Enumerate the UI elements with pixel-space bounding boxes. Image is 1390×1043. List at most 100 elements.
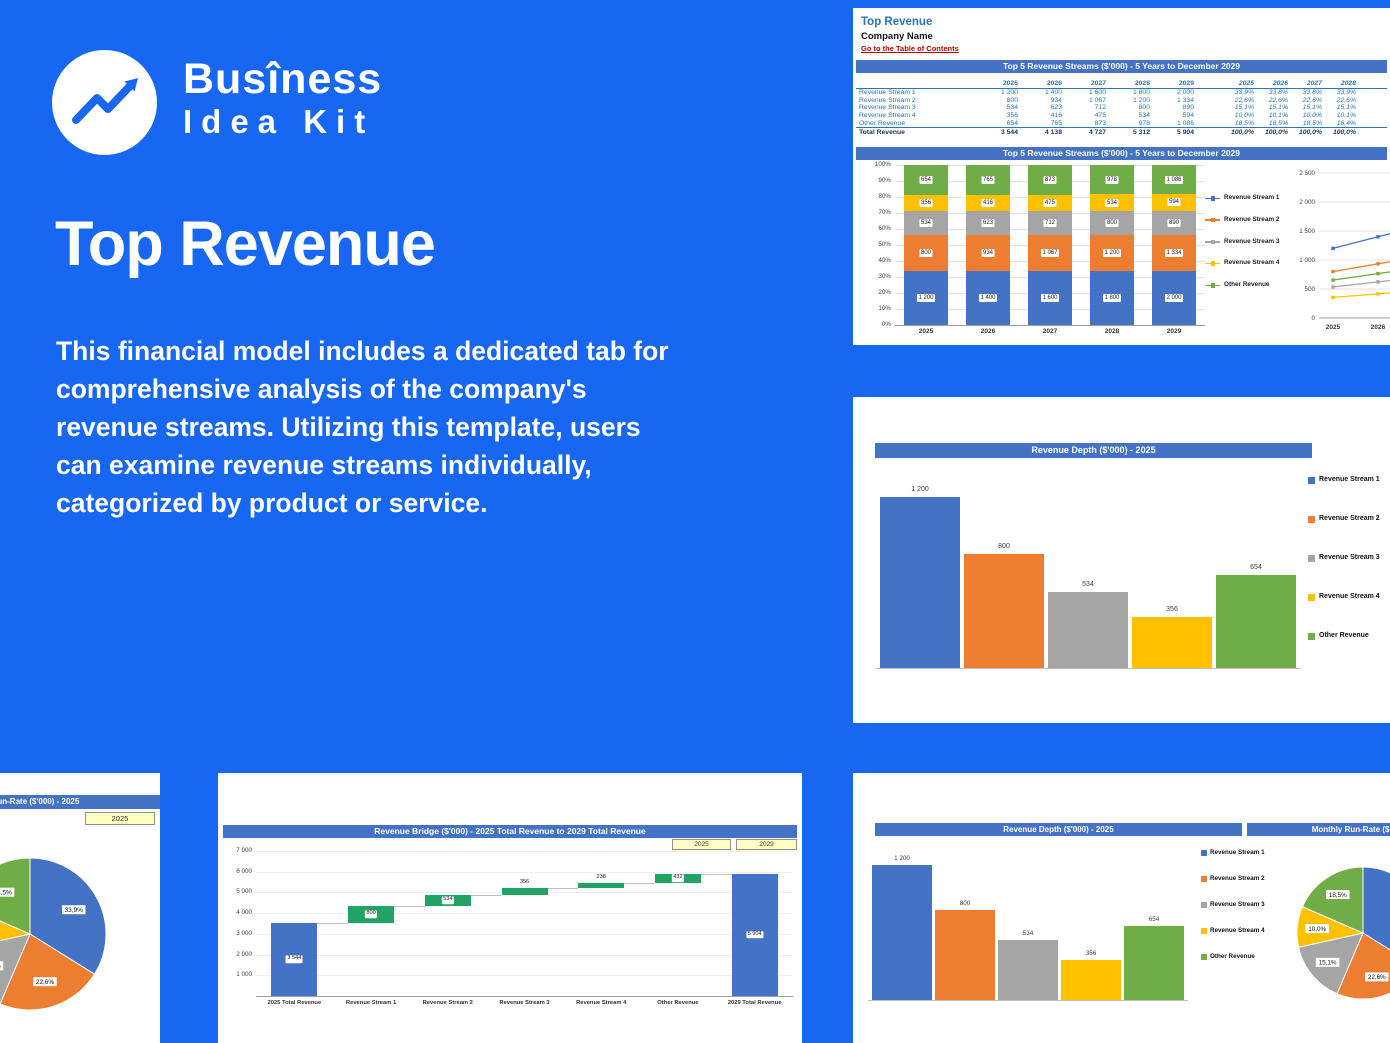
year-selector-end[interactable]: 2029 — [736, 839, 797, 850]
run-rate-pie-chart: 33,9%22,6%15,1%10,0%18,5% — [853, 773, 1390, 1043]
revenue-bridge-waterfall-chart: 7 000 6 000 5 000 4 000 3 000 2 000 1 000 3 544… — [218, 773, 802, 1043]
data-label: 1 200 — [916, 293, 936, 302]
x-axis-label: Revenue Stream 3 — [499, 1000, 550, 1006]
data-label-bg — [1326, 890, 1350, 900]
legend-label: Revenue Stream 1 — [1210, 849, 1265, 856]
table-cell: 2027 — [1306, 79, 1322, 87]
axis-label: 2 000 — [1299, 199, 1315, 206]
data-label: 475 — [1043, 198, 1057, 207]
axis-label: 500 — [1304, 286, 1315, 293]
data-label: 534 — [1105, 198, 1119, 207]
pie-slice — [1301, 866, 1364, 934]
table-row: Revenue Stream 3 534 623 712 800 890 15,1% 15,1… — [856, 104, 1387, 112]
legend-item: Revenue Stream 1 — [1308, 475, 1388, 485]
gridline — [256, 933, 793, 935]
y-axis-label: 1 000 — [236, 971, 252, 979]
sheet-title: Top Revenue — [861, 16, 933, 28]
y-axis-label: 100% — [874, 161, 891, 168]
table-cell: 10,0% — [1302, 112, 1322, 120]
revenue-depth-bar-chart: 1 200 800 534 356 654 — [853, 397, 1390, 723]
data-label: 1 600 — [1040, 293, 1060, 302]
y-axis-label: 20% — [878, 289, 891, 296]
revenue-table: 2025 2026 2027 2028 2029 2025 2026 2027 2028 Reve… — [856, 78, 1387, 136]
table-cell: 890 — [1182, 104, 1194, 112]
data-label: 1 200 — [1102, 248, 1122, 257]
depth-chart-header-bar: Revenue Depth ($'000) - 2025 — [875, 443, 1312, 458]
data-label: 765 — [981, 175, 995, 184]
legend-item: Revenue Stream 3 — [1205, 238, 1295, 247]
data-label: 356 — [518, 878, 531, 887]
x-axis-label: 2025 Total Revenue — [267, 1000, 322, 1006]
table-cell: 18,5% — [1302, 119, 1322, 127]
y-axis-label: 80% — [878, 193, 891, 200]
data-label: 800 — [1105, 218, 1119, 227]
table-cell: 100,0% — [1230, 128, 1254, 136]
data-label: 623 — [981, 218, 995, 227]
table-cell: 15,1% — [1268, 104, 1288, 112]
legend-label: Other Revenue — [1224, 281, 1270, 289]
y-axis-label: 90% — [878, 177, 891, 184]
table-cell: 2026 — [1046, 79, 1062, 87]
legend-marker — [1201, 850, 1207, 856]
data-label: 1 400 — [978, 293, 998, 302]
year-selector[interactable]: 2025 — [85, 812, 155, 825]
year-selector-start[interactable]: 2025 — [672, 839, 731, 850]
gridline — [256, 871, 793, 873]
bar — [1124, 926, 1184, 1000]
table-cell: 594 — [1182, 112, 1194, 120]
y-axis-label: 30% — [878, 273, 891, 280]
x-axis-label: 2029 — [1166, 328, 1182, 335]
bar — [1061, 959, 1121, 1000]
x-axis-label: Revenue Stream 4 — [576, 1000, 627, 1006]
legend-marker — [1308, 632, 1315, 640]
legend-label: Revenue Stream 4 — [1224, 259, 1280, 267]
x-axis-label: 2027 — [1042, 328, 1058, 335]
x-axis — [256, 996, 793, 997]
page-title: Top Revenue — [55, 209, 436, 279]
x-axis-label: Other Revenue — [657, 1000, 699, 1006]
table-cell: 33,8% — [1268, 89, 1288, 97]
table-cell: 15,1% — [1234, 104, 1254, 112]
table-cell: 800 — [1138, 104, 1150, 112]
legend-marker — [1308, 515, 1315, 523]
line-series — [1332, 279, 1390, 288]
bar — [935, 910, 995, 1000]
table-cell: 978 — [1138, 119, 1150, 127]
data-label: 18,5% — [1329, 892, 1347, 899]
data-label: 594 — [1167, 198, 1181, 207]
legend-item: Revenue Stream 2 — [1308, 514, 1388, 524]
data-label-bg — [0, 961, 4, 971]
line-marker — [1376, 271, 1380, 276]
bar — [1048, 591, 1128, 668]
table-cell: 22,6% — [1234, 96, 1254, 104]
table-cell: 2025 — [1002, 79, 1018, 87]
data-label: 1 334 — [1164, 248, 1184, 257]
x-axis-label: 2028 — [1104, 328, 1120, 335]
toc-link[interactable]: Go to the Table of Contents — [861, 44, 959, 53]
line-marker — [1376, 280, 1380, 284]
legend-item: Revenue Stream 4 — [1308, 592, 1388, 602]
table-cell: 4 727 — [1088, 128, 1106, 136]
table-cell: 18,5% — [1234, 119, 1254, 127]
connector-line — [700, 873, 732, 875]
data-label: 890 — [1167, 218, 1181, 227]
legend-marker — [1308, 476, 1315, 484]
axis-label: 0 — [1311, 315, 1315, 322]
line-marker — [1376, 292, 1380, 296]
data-label: 356 — [919, 198, 933, 207]
data-label: 33,9% — [64, 907, 83, 914]
data-label: 22,6% — [36, 979, 55, 986]
data-label: 800 — [364, 910, 378, 919]
data-label: 873 — [1043, 175, 1057, 184]
panel-monthly-run-rate: Monthly Run-Rate ($'000) - 2025 2025 33,… — [0, 773, 160, 1043]
table-row: Other Revenue 654 765 873 978 1 086 18,5% 18,5%… — [856, 119, 1387, 127]
line-series — [1332, 271, 1390, 281]
x-axis-label: Revenue Stream 1 — [345, 1000, 397, 1006]
stacked-bar-chart: 100% 90% 80% 70% 60% 50% 40% 30% 20% 10% 0% 1 200 80… — [857, 161, 1207, 343]
gridline — [256, 975, 793, 977]
data-label: 978 — [1105, 175, 1119, 184]
gridline — [256, 954, 793, 956]
run-rate-pie-chart: 33,9%22,6%15,1%10,0%18,5% — [0, 773, 160, 1043]
table-cell: Other Revenue — [859, 119, 906, 127]
data-label-bg — [1365, 972, 1389, 982]
